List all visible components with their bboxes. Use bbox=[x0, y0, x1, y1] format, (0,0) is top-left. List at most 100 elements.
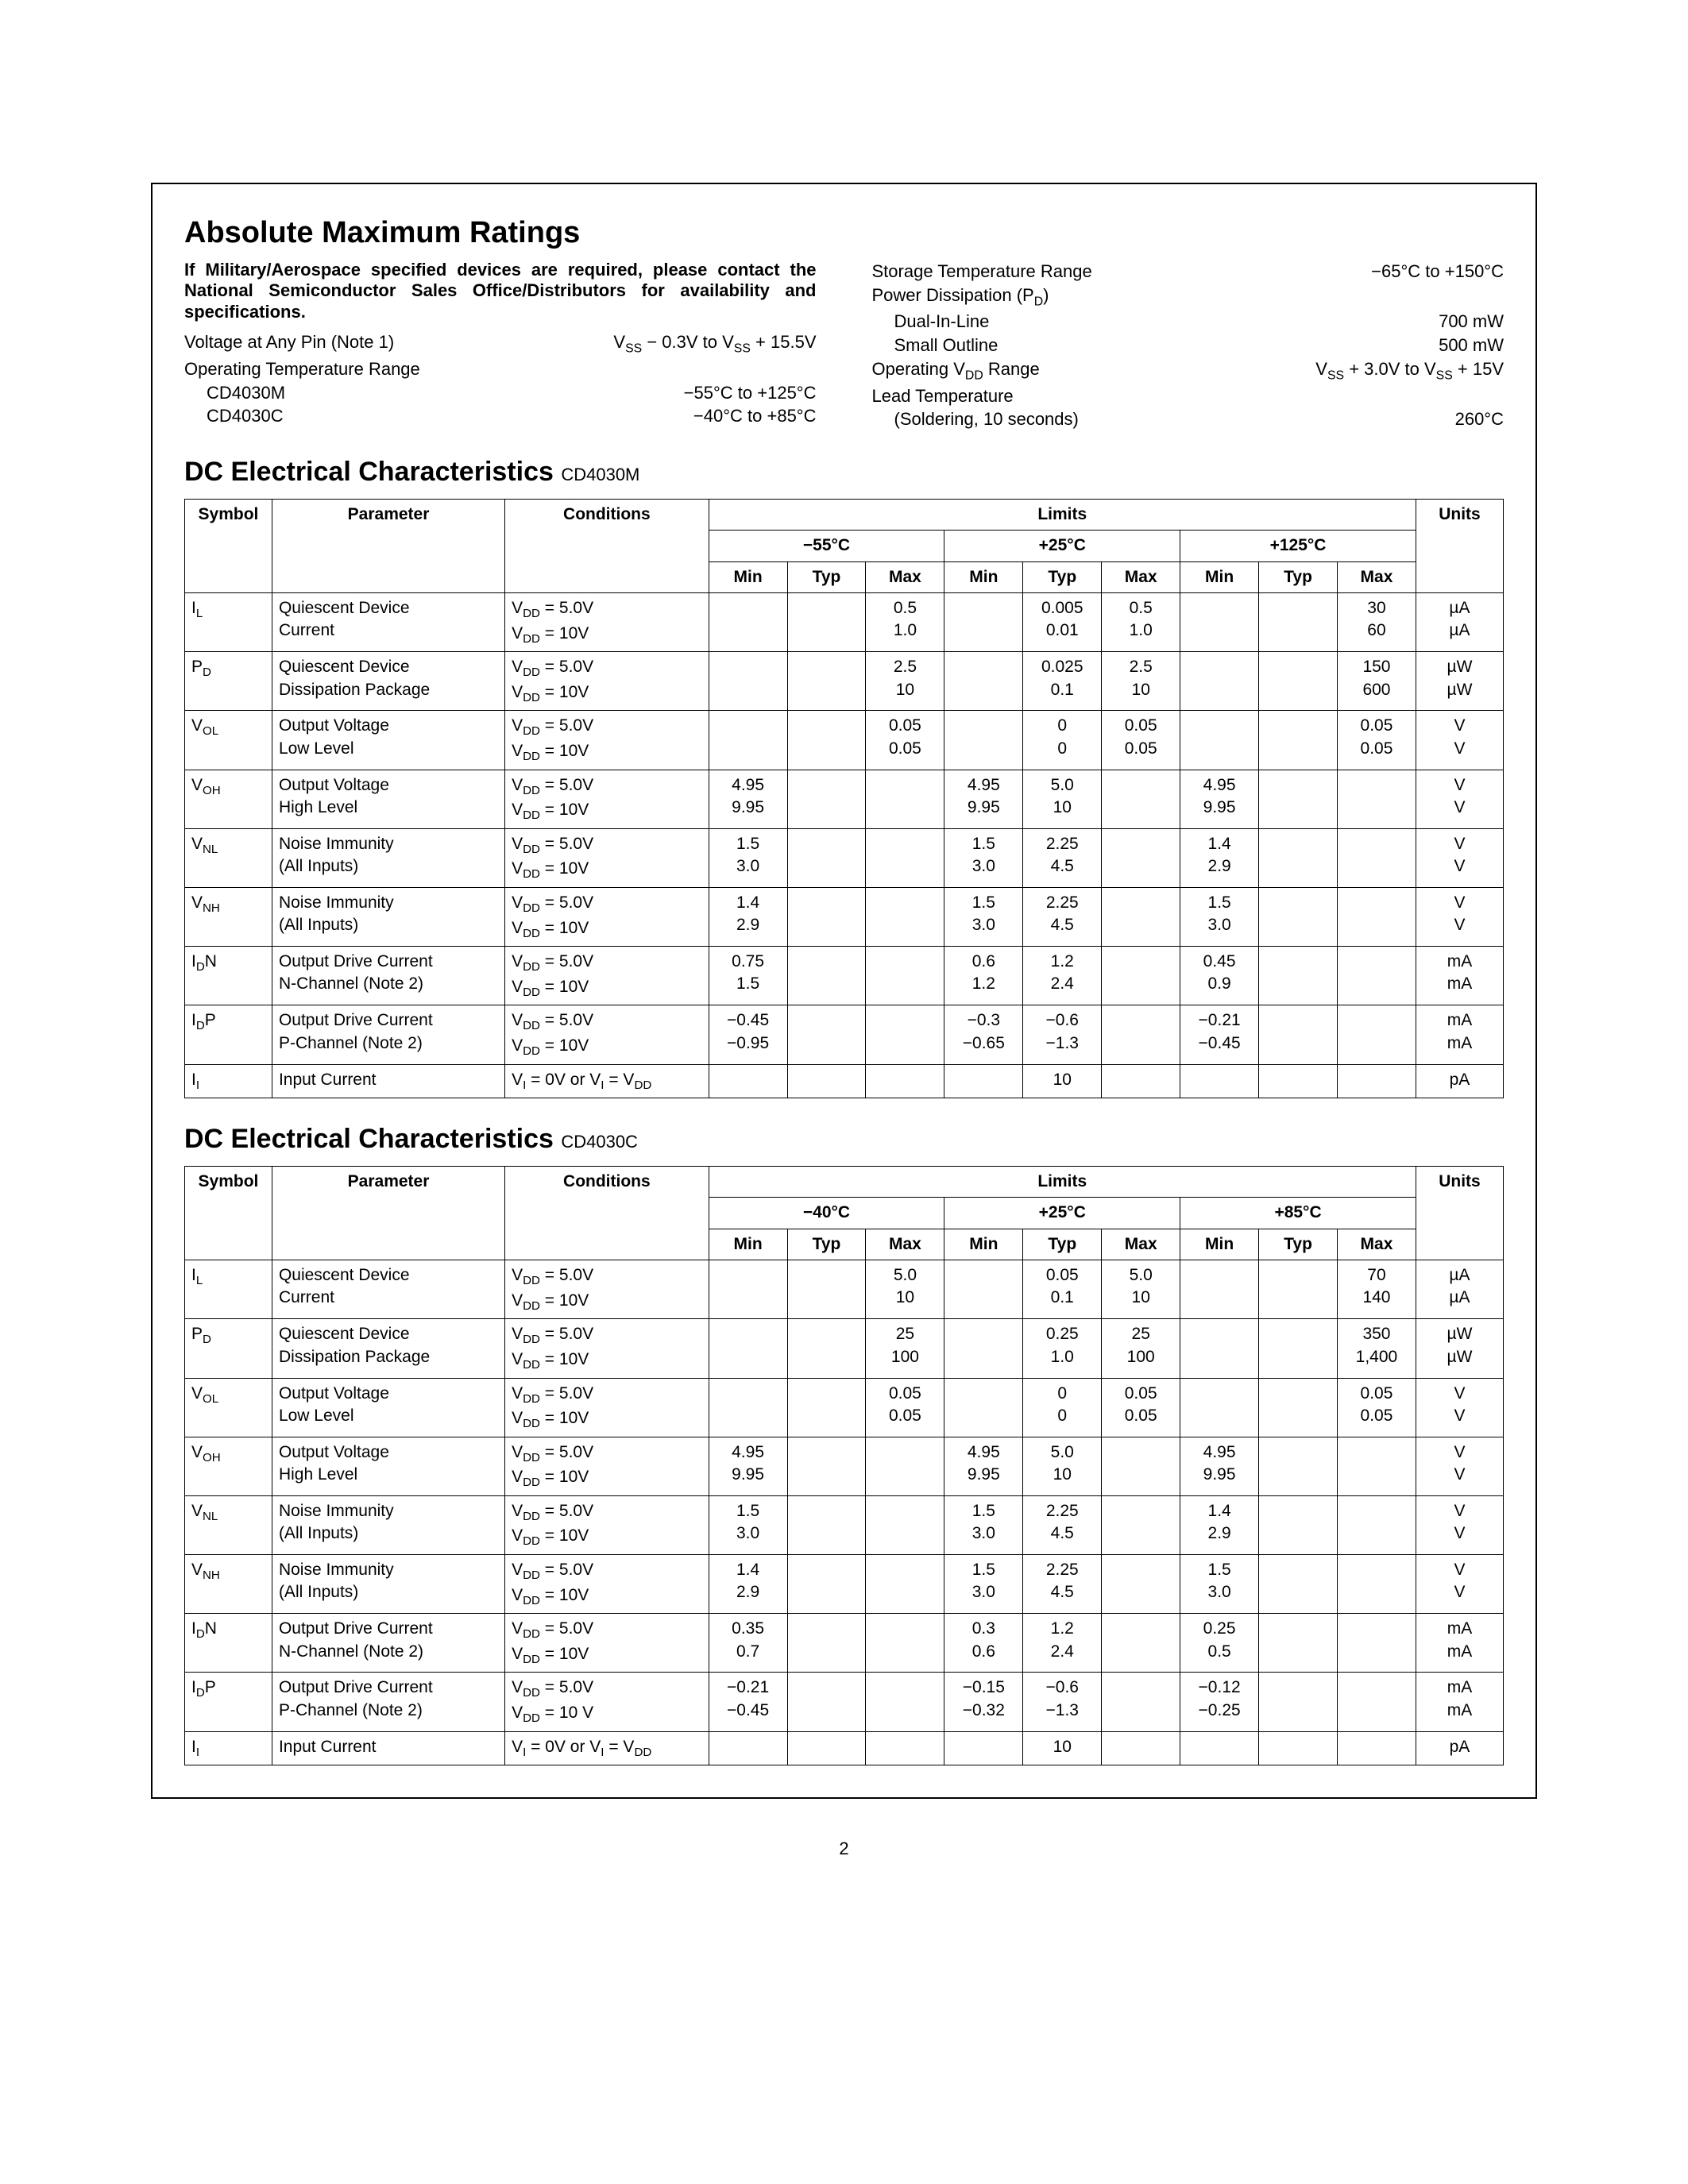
th-typ: Typ bbox=[1259, 1229, 1338, 1260]
cell-conditions: VDD = 5.0VVDD = 10V bbox=[505, 887, 709, 946]
cell-max bbox=[1102, 1495, 1180, 1554]
abs-label: Small Outline bbox=[872, 334, 999, 357]
cell-symbol: IDN bbox=[185, 947, 272, 1005]
cell-min: 4.959.95 bbox=[709, 1437, 787, 1495]
cell-min bbox=[944, 711, 1023, 770]
table-row: VOHOutput VoltageHigh LevelVDD = 5.0VVDD… bbox=[185, 770, 1504, 828]
th-typ: Typ bbox=[787, 561, 866, 592]
cell-max bbox=[866, 1437, 944, 1495]
cell-max: 2.510 bbox=[866, 652, 944, 711]
cell-max: 3060 bbox=[1338, 593, 1416, 652]
cell-max bbox=[1338, 1437, 1416, 1495]
th-temp: +25°C bbox=[944, 531, 1180, 561]
cell-min: 1.42.9 bbox=[1180, 828, 1259, 887]
cell-min: 1.53.0 bbox=[1180, 1555, 1259, 1614]
cell-typ bbox=[787, 828, 866, 887]
cell-min: 1.53.0 bbox=[944, 1495, 1023, 1554]
cell-units: pA bbox=[1416, 1064, 1503, 1098]
cell-max: 5.010 bbox=[1102, 1260, 1180, 1319]
th-conditions: Conditions bbox=[505, 1167, 709, 1260]
cell-typ bbox=[1259, 887, 1338, 946]
cell-typ: −0.6−1.3 bbox=[1023, 1005, 1102, 1064]
cell-min: 4.959.95 bbox=[1180, 770, 1259, 828]
cell-min: 0.350.7 bbox=[709, 1614, 787, 1673]
cell-units: mAmA bbox=[1416, 1673, 1503, 1731]
cell-symbol: IDN bbox=[185, 1614, 272, 1673]
abs-value: −40°C to +85°C bbox=[693, 404, 817, 428]
th-symbol: Symbol bbox=[185, 1167, 272, 1260]
th-conditions: Conditions bbox=[505, 499, 709, 592]
cell-units: VV bbox=[1416, 711, 1503, 770]
cell-max bbox=[1102, 1614, 1180, 1673]
cell-typ: −0.6−1.3 bbox=[1023, 1673, 1102, 1731]
abs-value: 500 mW bbox=[1439, 334, 1504, 357]
table-row: PDQuiescent DeviceDissipation PackageVDD… bbox=[185, 652, 1504, 711]
cell-min bbox=[1180, 652, 1259, 711]
cell-units: VV bbox=[1416, 887, 1503, 946]
cell-min bbox=[709, 1378, 787, 1437]
cell-typ bbox=[787, 1378, 866, 1437]
cell-typ bbox=[787, 1555, 866, 1614]
table-row: PDQuiescent DeviceDissipation PackageVDD… bbox=[185, 1319, 1504, 1378]
cell-conditions: VDD = 5.0VVDD = 10V bbox=[505, 711, 709, 770]
cell-typ bbox=[787, 1005, 866, 1064]
abs-label: CD4030M bbox=[184, 381, 285, 405]
table-row: VNHNoise Immunity(All Inputs)VDD = 5.0VV… bbox=[185, 1555, 1504, 1614]
abs-value: 260°C bbox=[1455, 407, 1504, 431]
abs-label: CD4030C bbox=[184, 404, 284, 428]
cell-min bbox=[1180, 1378, 1259, 1437]
cell-conditions: VDD = 5.0VVDD = 10V bbox=[505, 652, 709, 711]
cell-symbol: IDP bbox=[185, 1005, 272, 1064]
cell-typ bbox=[787, 1437, 866, 1495]
cell-min bbox=[709, 711, 787, 770]
cell-max: 70140 bbox=[1338, 1260, 1416, 1319]
cell-symbol: VOH bbox=[185, 770, 272, 828]
abs-label: (Soldering, 10 seconds) bbox=[872, 407, 1079, 431]
cell-typ: 2.254.5 bbox=[1023, 1495, 1102, 1554]
cell-max: 3501,400 bbox=[1338, 1319, 1416, 1378]
abs-row: CD4030C −40°C to +85°C bbox=[184, 404, 817, 428]
cell-conditions: VDD = 5.0VVDD = 10V bbox=[505, 947, 709, 1005]
cell-units: µWµW bbox=[1416, 652, 1503, 711]
cell-typ: 0.0250.1 bbox=[1023, 652, 1102, 711]
table-row: IIInput CurrentVI = 0V or VI = VDD10pA bbox=[185, 1064, 1504, 1098]
th-max: Max bbox=[1102, 561, 1180, 592]
abs-row: Storage Temperature Range−65°C to +150°C bbox=[872, 260, 1505, 284]
page-number: 2 bbox=[151, 1839, 1537, 1859]
table-row: VNLNoise Immunity(All Inputs)VDD = 5.0VV… bbox=[185, 828, 1504, 887]
cell-parameter: Output VoltageHigh Level bbox=[272, 1437, 504, 1495]
cell-min: 1.42.9 bbox=[709, 1555, 787, 1614]
th-temp: +25°C bbox=[944, 1198, 1180, 1229]
th-temp: +125°C bbox=[1180, 531, 1416, 561]
cell-parameter: Input Current bbox=[272, 1064, 504, 1098]
cell-min bbox=[944, 1260, 1023, 1319]
cell-typ bbox=[1259, 652, 1338, 711]
cell-typ bbox=[787, 1495, 866, 1554]
cell-units: µWµW bbox=[1416, 1319, 1503, 1378]
cell-max: 150600 bbox=[1338, 652, 1416, 711]
cell-conditions: VDD = 5.0VVDD = 10V bbox=[505, 828, 709, 887]
cell-max bbox=[1102, 947, 1180, 1005]
th-max: Max bbox=[866, 561, 944, 592]
cell-parameter: Input Current bbox=[272, 1731, 504, 1765]
cell-min bbox=[944, 1064, 1023, 1098]
dc-heading-suffix: CD4030C bbox=[561, 1132, 638, 1152]
cell-min: 1.53.0 bbox=[944, 828, 1023, 887]
cell-min bbox=[709, 1731, 787, 1765]
cell-max bbox=[866, 1673, 944, 1731]
cell-typ: 00 bbox=[1023, 1378, 1102, 1437]
cell-max: 0.050.05 bbox=[1102, 1378, 1180, 1437]
th-parameter: Parameter bbox=[272, 499, 504, 592]
cell-typ bbox=[787, 770, 866, 828]
cell-min: 0.751.5 bbox=[709, 947, 787, 1005]
cell-min bbox=[1180, 1064, 1259, 1098]
abs-label: Storage Temperature Range bbox=[872, 260, 1092, 284]
table-row: VOLOutput VoltageLow LevelVDD = 5.0VVDD … bbox=[185, 1378, 1504, 1437]
dc-table: SymbolParameterConditionsLimitsUnits−40°… bbox=[184, 1166, 1504, 1765]
dc-table: SymbolParameterConditionsLimitsUnits−55°… bbox=[184, 499, 1504, 1098]
cell-parameter: Noise Immunity(All Inputs) bbox=[272, 887, 504, 946]
cell-max bbox=[1338, 1614, 1416, 1673]
dc-heading-suffix: CD4030M bbox=[561, 465, 639, 484]
cell-parameter: Output Drive CurrentN-Channel (Note 2) bbox=[272, 1614, 504, 1673]
cell-typ bbox=[1259, 1319, 1338, 1378]
